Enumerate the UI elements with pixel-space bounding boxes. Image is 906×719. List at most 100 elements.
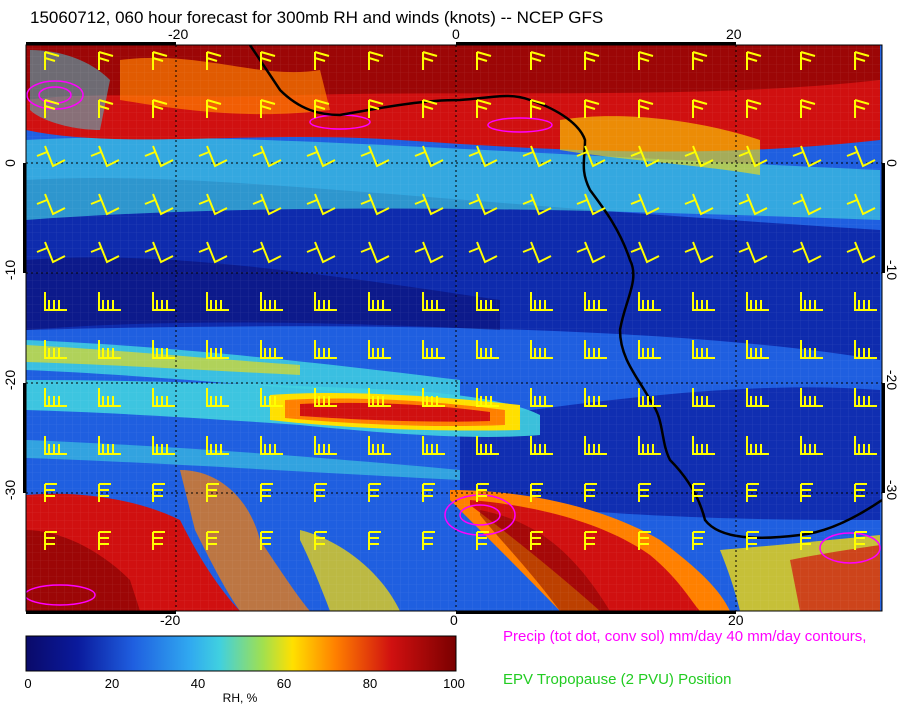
- wind-barb: [152, 388, 175, 407]
- wind-barb: [738, 193, 768, 216]
- wind-barb: [468, 145, 498, 168]
- wind-barb: [530, 531, 543, 550]
- wind-barb: [360, 241, 390, 264]
- wind-barb: [44, 51, 60, 70]
- lat-label-left-10: -10: [2, 259, 19, 281]
- wind-barb: [314, 340, 337, 359]
- wind-barb: [90, 241, 120, 264]
- wind-barb: [476, 388, 499, 407]
- wind-barb: [746, 340, 769, 359]
- wind-barb: [630, 241, 660, 264]
- coastline: [248, 45, 882, 539]
- wind-barb: [260, 388, 283, 407]
- wind-barb: [530, 99, 546, 118]
- wind-barb: [260, 436, 283, 455]
- wind-barb: [306, 241, 336, 264]
- wind-barb: [152, 436, 175, 455]
- wind-barb: [746, 483, 759, 502]
- colorbar: [25, 635, 457, 672]
- colorbar-tick-0: 0: [24, 676, 32, 691]
- wind-barb: [846, 193, 876, 216]
- wind-barb: [44, 99, 60, 118]
- wind-barb: [368, 483, 381, 502]
- wind-barb: [422, 99, 438, 118]
- wind-barb: [522, 241, 552, 264]
- wind-barb: [800, 483, 813, 502]
- wind-barb: [206, 483, 219, 502]
- wind-barb: [584, 99, 600, 118]
- wind-barb: [630, 145, 660, 168]
- lat-label-left-0: 0: [1, 159, 18, 167]
- wind-barb: [314, 99, 330, 118]
- wind-barb: [738, 145, 768, 168]
- wind-barb: [206, 292, 229, 311]
- wind-barb: [692, 340, 715, 359]
- wind-barb: [368, 99, 384, 118]
- wind-barb: [422, 340, 445, 359]
- wind-barb: [98, 51, 114, 70]
- wind-barb: [144, 145, 174, 168]
- legend-precip: Precip (tot dot, conv sol) mm/day 40 mm/…: [503, 628, 867, 645]
- wind-barb: [684, 241, 714, 264]
- wind-barb: [746, 531, 759, 550]
- lon-label-top-w20: -20: [168, 26, 189, 42]
- wind-barb: [44, 292, 67, 311]
- colorbar-tick-80: 80: [362, 676, 378, 691]
- wind-barb: [90, 145, 120, 168]
- wind-barb: [746, 292, 769, 311]
- wind-barb: [206, 51, 222, 70]
- wind-barb: [638, 531, 651, 550]
- wind-barb: [638, 483, 651, 502]
- wind-barb: [260, 483, 273, 502]
- wind-barb: [306, 145, 336, 168]
- wind-barb: [198, 241, 228, 264]
- wind-barb: [468, 193, 498, 216]
- wind-barb: [476, 51, 492, 70]
- wind-barb: [206, 531, 219, 550]
- wind-barb: [98, 483, 111, 502]
- wind-barb: [152, 483, 165, 502]
- wind-barb: [476, 292, 499, 311]
- wind-barb: [36, 145, 66, 168]
- wind-barb: [746, 51, 762, 70]
- wind-barb: [692, 388, 715, 407]
- wind-barb: [44, 436, 67, 455]
- wind-barb: [422, 436, 445, 455]
- wind-barb: [800, 388, 823, 407]
- wind-barb: [846, 145, 876, 168]
- wind-barb: [198, 193, 228, 216]
- wind-barb: [854, 483, 867, 502]
- wind-barb: [576, 241, 606, 264]
- precip-contours: [26, 80, 881, 606]
- wind-barb: [260, 51, 276, 70]
- wind-barb: [422, 531, 435, 550]
- wind-barb: [198, 145, 228, 168]
- wind-barb: [800, 531, 813, 550]
- wind-barb: [738, 241, 768, 264]
- wind-barb: [530, 388, 553, 407]
- wind-barb: [584, 436, 607, 455]
- wind-barb: [854, 340, 877, 359]
- wind-barb: [800, 436, 823, 455]
- wind-barb: [692, 99, 708, 118]
- lon-label-bottom-w20: -20: [160, 612, 181, 628]
- wind-barb: [746, 436, 769, 455]
- wind-barb: [206, 436, 229, 455]
- wind-barb: [476, 483, 489, 502]
- lat-label-right-10: -10: [884, 259, 901, 281]
- lon-label-top-e20: 20: [726, 26, 742, 42]
- wind-barb: [638, 51, 654, 70]
- wind-barb: [44, 483, 57, 502]
- wind-barb: [854, 292, 877, 311]
- lat-label-right-20: -20: [884, 369, 901, 391]
- legend-epv: EPV Tropopause (2 PVU) Position: [503, 671, 732, 688]
- wind-barb: [638, 388, 661, 407]
- wind-barb: [800, 51, 816, 70]
- wind-barb: [314, 436, 337, 455]
- wind-barb: [476, 99, 492, 118]
- wind-barb: [422, 51, 438, 70]
- wind-barb: [98, 436, 121, 455]
- wind-barb: [792, 241, 822, 264]
- wind-barb: [314, 292, 337, 311]
